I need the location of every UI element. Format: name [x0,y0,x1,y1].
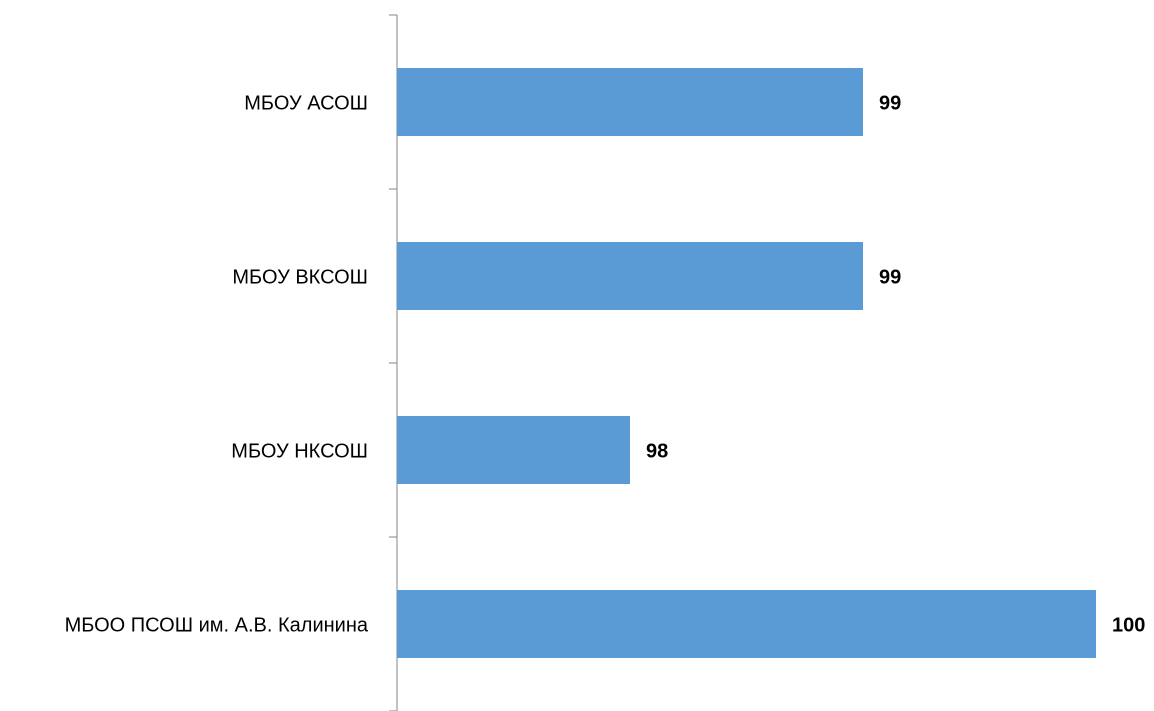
data-label: 98 [646,440,668,462]
data-label: 99 [879,92,901,114]
y-tick-label: МБОУ АСОШ [244,92,368,114]
y-tick-label: МБОУ ВКСОШ [232,266,368,288]
bar [397,416,630,484]
y-tick-label: МБОО ПСОШ им. А.В. Калинина [65,614,369,636]
y-tick-label: МБОУ НКСОШ [231,440,368,462]
bar [397,590,1096,658]
data-label: 100 [1112,614,1145,636]
data-label: 99 [879,266,901,288]
bar [397,68,863,136]
bar [397,242,863,310]
